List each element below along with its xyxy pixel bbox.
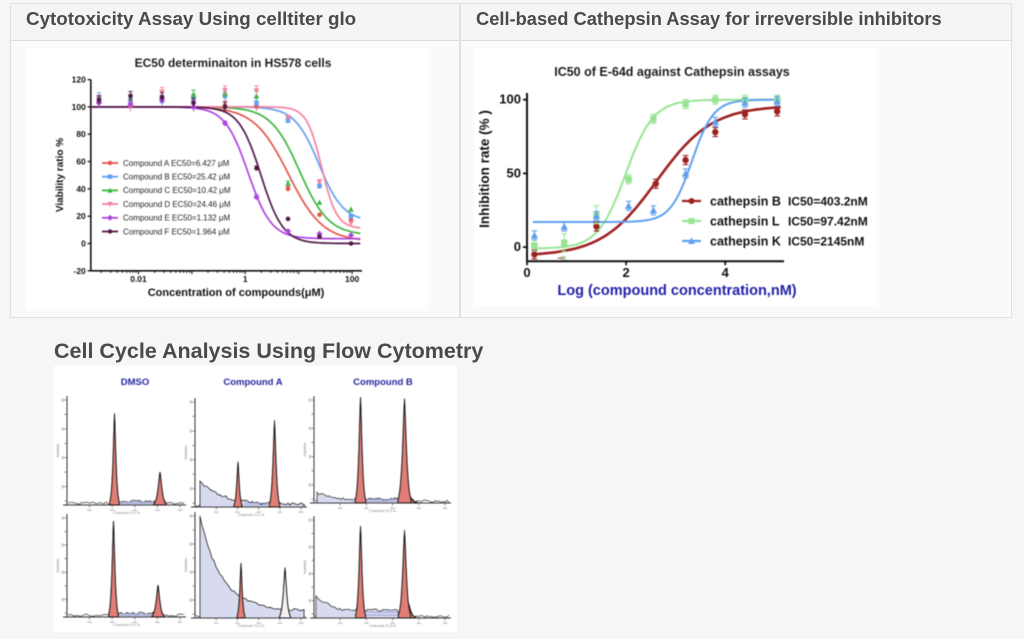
svg-text:0: 0 — [81, 239, 86, 249]
svg-text:Number: Number — [183, 557, 188, 572]
svg-text:Viability ratio %: Viability ratio % — [55, 138, 66, 212]
svg-text:Compound E EC50=1.132 μM: Compound E EC50=1.132 μM — [123, 214, 230, 223]
svg-text:100: 100 — [72, 102, 86, 112]
svg-text:Compound B: Compound B — [353, 377, 413, 388]
svg-text:80: 80 — [76, 129, 86, 139]
svg-text:Compound C EC50=10.42 μM: Compound C EC50=10.42 μM — [123, 186, 231, 195]
svg-text:Channels FL2-A: Channels FL2-A — [238, 513, 265, 517]
svg-text:100: 100 — [345, 274, 359, 284]
svg-text:IC50=403.2nM: IC50=403.2nM — [788, 194, 868, 208]
svg-text:cathepsin K: cathepsin K — [710, 234, 781, 248]
svg-text:0.01: 0.01 — [130, 274, 147, 284]
svg-text:0: 0 — [523, 265, 530, 280]
svg-text:Compound F EC50=1.964 μM: Compound F EC50=1.964 μM — [123, 227, 230, 236]
svg-text:40: 40 — [76, 184, 86, 194]
svg-text:20: 20 — [76, 211, 86, 221]
svg-text:0: 0 — [514, 239, 521, 254]
svg-text:IC50=2145nM: IC50=2145nM — [788, 234, 864, 248]
svg-text:1: 1 — [243, 274, 248, 284]
svg-text:Number: Number — [302, 559, 307, 574]
svg-text:Compound D EC50=24.46 μM: Compound D EC50=24.46 μM — [123, 200, 231, 209]
svg-text:cathepsin L: cathepsin L — [710, 214, 780, 228]
svg-text:Inhibition rate (% ): Inhibition rate (% ) — [477, 110, 492, 228]
svg-text:Compound B EC50=25.42 μM: Compound B EC50=25.42 μM — [123, 173, 230, 182]
svg-text:-20: -20 — [74, 266, 87, 276]
svg-text:Channels FL2-A: Channels FL2-A — [369, 624, 396, 628]
svg-text:Channels FL2-A: Channels FL2-A — [238, 624, 265, 628]
svg-text:Concentration of compounds(μM): Concentration of compounds(μM) — [148, 287, 325, 299]
svg-text:Channels FL2-A: Channels FL2-A — [369, 509, 396, 513]
svg-text:Number: Number — [302, 442, 307, 457]
svg-text:3L: 3L — [561, 255, 569, 262]
svg-text:cathepsin B: cathepsin B — [710, 194, 781, 208]
svg-text:2: 2 — [622, 265, 629, 280]
svg-text:Compound A EC50=6.427 μM: Compound A EC50=6.427 μM — [123, 159, 230, 168]
svg-text:60: 60 — [76, 157, 86, 167]
svg-text:120: 120 — [72, 75, 86, 85]
svg-text:DMSO: DMSO — [121, 377, 150, 388]
svg-text:Compound A: Compound A — [223, 377, 282, 388]
svg-text:IC50=97.42nM: IC50=97.42nM — [788, 214, 868, 228]
svg-text:Number: Number — [55, 443, 60, 458]
svg-text:4: 4 — [722, 265, 730, 280]
svg-text:50: 50 — [507, 165, 521, 180]
svg-text:Log (compound concentration,nM: Log (compound concentration,nM) — [557, 283, 796, 299]
svg-text:Channels FL2-A: Channels FL2-A — [113, 511, 140, 515]
svg-text:Channels FL2-A: Channels FL2-A — [113, 623, 140, 627]
svg-text:Number: Number — [183, 445, 188, 460]
svg-text:IC50 of E-64d against Cathepsi: IC50 of E-64d against Cathepsin assays — [554, 65, 790, 79]
svg-text:EC50 determinaiton in HS578 ce: EC50 determinaiton in HS578 cells — [135, 56, 332, 70]
svg-text:Number: Number — [55, 558, 60, 573]
svg-text:100: 100 — [499, 92, 521, 107]
